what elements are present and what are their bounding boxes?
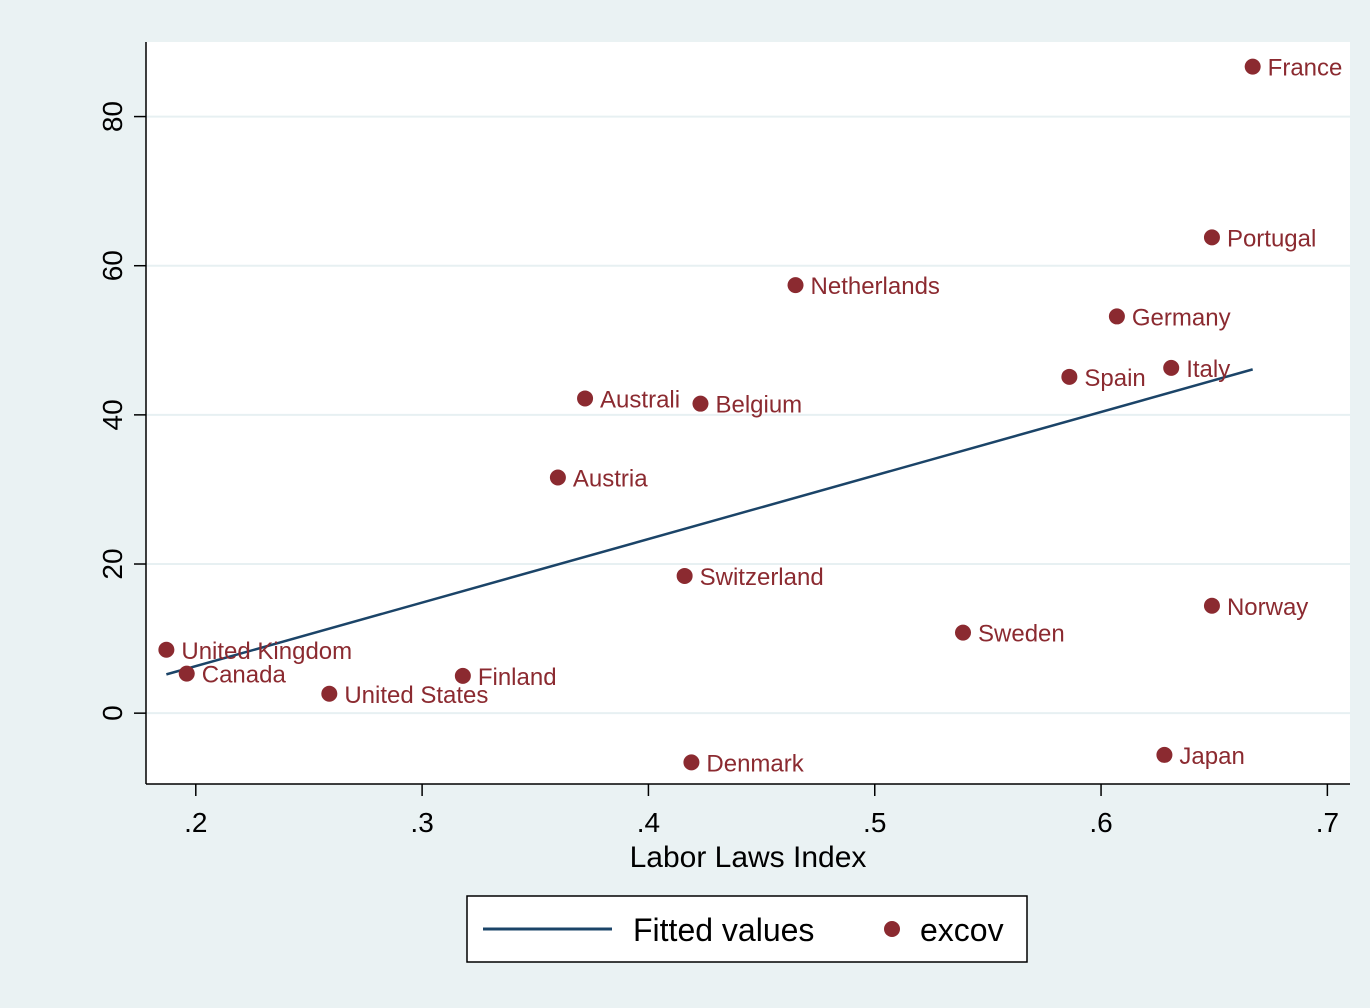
point-label: United Kingdom bbox=[181, 638, 352, 665]
y-tick-label: 80 bbox=[97, 101, 128, 132]
point-label: France bbox=[1268, 55, 1343, 82]
x-tick-label: .6 bbox=[1089, 807, 1112, 838]
point-label: Italy bbox=[1186, 356, 1230, 383]
x-tick-label: .7 bbox=[1316, 807, 1339, 838]
point-label: Austria bbox=[573, 466, 648, 493]
point-label: Netherlands bbox=[811, 273, 940, 300]
data-point bbox=[1203, 597, 1220, 614]
data-point bbox=[577, 390, 594, 407]
data-point bbox=[1203, 229, 1220, 246]
point-label: Spain bbox=[1084, 365, 1145, 392]
data-point bbox=[683, 754, 700, 771]
point-label: Portugal bbox=[1227, 225, 1316, 252]
point-label: United States bbox=[344, 682, 488, 709]
data-point bbox=[955, 624, 971, 641]
data-point bbox=[692, 395, 709, 412]
grid-lines bbox=[146, 115, 1350, 715]
data-point bbox=[549, 469, 566, 486]
data-point bbox=[787, 277, 804, 294]
x-tick-label: .5 bbox=[863, 807, 886, 838]
point-label: Japan bbox=[1179, 743, 1244, 770]
point-label: Australi bbox=[600, 386, 680, 413]
data-point bbox=[1061, 368, 1078, 385]
y-tick-label: 0 bbox=[97, 705, 128, 721]
data-point bbox=[454, 667, 471, 684]
x-tick-label: .3 bbox=[410, 807, 433, 838]
legend-points-label: excov bbox=[920, 912, 1004, 948]
data-points: France Portugal Netherlands Germany Italy Spa… bbox=[158, 55, 1343, 777]
data-point bbox=[676, 567, 693, 584]
point-label: Finland bbox=[478, 664, 557, 691]
point-label: Belgium bbox=[715, 392, 802, 419]
x-axis-title: Labor Laws Index bbox=[630, 841, 867, 874]
y-tick-label: 20 bbox=[97, 548, 128, 579]
data-point bbox=[1108, 308, 1125, 325]
point-label: Sweden bbox=[978, 621, 1065, 648]
y-tick-label: 60 bbox=[97, 250, 128, 281]
plot-area bbox=[146, 42, 1350, 784]
fitted-line-layer bbox=[166, 368, 1254, 676]
data-point bbox=[1163, 359, 1180, 376]
data-point bbox=[178, 665, 195, 682]
point-label: Norway bbox=[1227, 594, 1308, 621]
point-label: Canada bbox=[202, 662, 287, 689]
y-tick-label: 40 bbox=[97, 399, 128, 430]
x-tick-label: .2 bbox=[184, 807, 207, 838]
point-label: Denmark bbox=[706, 750, 804, 777]
x-tick-label: .4 bbox=[637, 807, 660, 838]
point-label: Switzerland bbox=[700, 564, 824, 591]
data-point bbox=[158, 641, 175, 658]
legend-point-swatch bbox=[884, 921, 900, 937]
axes bbox=[145, 42, 1350, 785]
tick-marks: 0 20 40 60 80 .2 .3 .4 .5 .6 .7 bbox=[97, 101, 1339, 838]
fitted-values-line bbox=[166, 368, 1254, 676]
data-point bbox=[321, 685, 338, 702]
legend: Fitted values excov bbox=[466, 895, 1028, 963]
data-point bbox=[1156, 746, 1173, 763]
legend-fitted-label: Fitted values bbox=[633, 912, 814, 948]
data-point bbox=[1244, 58, 1261, 75]
point-label: Germany bbox=[1132, 304, 1231, 331]
